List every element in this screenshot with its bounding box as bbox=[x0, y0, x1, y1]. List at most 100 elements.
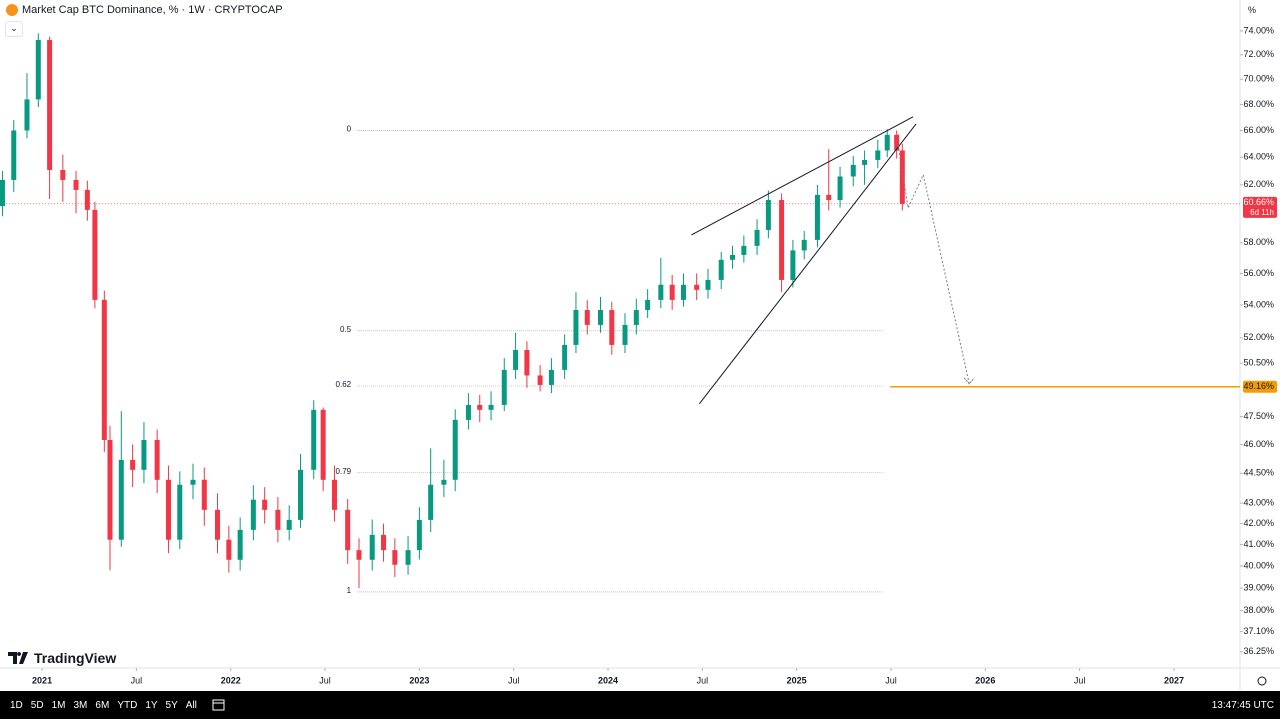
range-button[interactable]: YTD bbox=[117, 699, 138, 711]
clock: 13:47:45 UTC bbox=[1211, 700, 1274, 711]
target-label: 49.16% bbox=[1243, 381, 1274, 391]
x-tick-label: Jul bbox=[508, 675, 520, 685]
candle-body bbox=[718, 259, 724, 280]
range-button[interactable]: 5Y bbox=[165, 699, 178, 711]
candle-body bbox=[537, 375, 543, 385]
candle-body bbox=[130, 459, 136, 470]
x-tick-label: 2021 bbox=[32, 675, 52, 685]
candle-body bbox=[790, 250, 796, 280]
candle-body bbox=[754, 229, 760, 246]
y-tick-label: 58.00% bbox=[1243, 237, 1274, 247]
candle-body bbox=[201, 479, 207, 510]
candle-body bbox=[680, 284, 686, 300]
candle-body bbox=[814, 194, 820, 240]
y-tick-label: 38.00% bbox=[1243, 605, 1274, 615]
candle-body bbox=[275, 509, 281, 530]
candle-body bbox=[597, 310, 603, 325]
fib-label: 0.62 bbox=[336, 380, 352, 389]
y-tick-label: 36.25% bbox=[1243, 646, 1274, 656]
x-tick-label: 2024 bbox=[598, 675, 618, 685]
chart-title: Market Cap BTC Dominance, % · 1W · CRYPT… bbox=[22, 4, 283, 16]
y-tick-label: 50.50% bbox=[1243, 358, 1274, 368]
candle-body bbox=[101, 299, 107, 440]
projection-arrowhead bbox=[963, 377, 975, 385]
candle-body bbox=[226, 539, 232, 560]
candle-body bbox=[705, 279, 711, 290]
target-badge bbox=[1243, 380, 1277, 393]
candle-body bbox=[609, 310, 615, 345]
candle-body bbox=[850, 164, 856, 177]
calendar-icon[interactable] bbox=[209, 698, 229, 712]
candle-body bbox=[237, 529, 243, 560]
candle-body bbox=[286, 519, 292, 530]
candle-body bbox=[405, 550, 411, 565]
y-tick-label: 72.00% bbox=[1243, 49, 1274, 59]
logo: TradingView bbox=[8, 650, 116, 666]
candle-body bbox=[73, 179, 79, 190]
fib-label: 0 bbox=[347, 125, 352, 134]
x-tick-label: Jul bbox=[697, 675, 709, 685]
candle-body bbox=[488, 404, 494, 410]
candle-body bbox=[779, 199, 785, 280]
y-tick-label: 37.10% bbox=[1243, 626, 1274, 636]
candle-body bbox=[477, 404, 483, 410]
collapse-button[interactable]: ⌄ bbox=[5, 21, 23, 37]
x-tick-label: Jul bbox=[319, 675, 331, 685]
x-tick-label: 2027 bbox=[1164, 675, 1184, 685]
range-button[interactable]: All bbox=[185, 699, 197, 711]
range-button[interactable]: 3M bbox=[73, 699, 88, 711]
x-tick-label: 2023 bbox=[409, 675, 429, 685]
y-tick-label: 74.00% bbox=[1243, 25, 1274, 35]
candle-body bbox=[645, 299, 651, 311]
x-tick-label: Jul bbox=[1074, 675, 1086, 685]
candle-body bbox=[215, 509, 221, 540]
y-tick-label: 62.00% bbox=[1243, 179, 1274, 189]
candle-body bbox=[35, 39, 41, 100]
candle-body bbox=[801, 239, 807, 251]
candle-body bbox=[826, 194, 832, 200]
header: Market Cap BTC Dominance, % · 1W · CRYPT… bbox=[6, 4, 283, 16]
range-button[interactable]: 5D bbox=[30, 699, 44, 711]
candle-body bbox=[862, 159, 868, 165]
candle-body bbox=[837, 176, 843, 200]
fib-label: 0.79 bbox=[336, 467, 352, 476]
settings-icon[interactable] bbox=[1257, 676, 1267, 686]
candle-body bbox=[694, 284, 700, 290]
trendline bbox=[698, 123, 917, 405]
candle-body bbox=[107, 439, 113, 540]
range-button[interactable]: 1M bbox=[51, 699, 66, 711]
candle-body bbox=[381, 534, 387, 551]
y-tick-label: 43.00% bbox=[1243, 498, 1274, 508]
y-tick-label: 40.00% bbox=[1243, 560, 1274, 570]
candle-body bbox=[513, 349, 519, 370]
candle-body bbox=[47, 39, 53, 170]
candle-body bbox=[345, 509, 351, 551]
candle-body bbox=[622, 324, 628, 345]
candle-body bbox=[11, 130, 17, 180]
background bbox=[0, 0, 1280, 691]
x-tick-label: 2025 bbox=[787, 675, 807, 685]
range-button[interactable]: 1D bbox=[10, 699, 23, 711]
countdown-label: 6d 11h bbox=[1250, 208, 1274, 217]
fib-label: 1 bbox=[347, 586, 352, 595]
candle-body bbox=[501, 369, 507, 405]
x-tick-label: Jul bbox=[885, 675, 897, 685]
y-tick-label: 64.00% bbox=[1243, 152, 1274, 162]
candle-body bbox=[669, 284, 675, 300]
range-button[interactable]: 1Y bbox=[145, 699, 158, 711]
range-button[interactable]: 6M bbox=[95, 699, 110, 711]
y-tick-label: 70.00% bbox=[1243, 74, 1274, 84]
candle-body bbox=[741, 245, 747, 255]
candle-body bbox=[60, 169, 66, 180]
candle-body bbox=[356, 550, 362, 560]
y-tick-label: 42.00% bbox=[1243, 518, 1274, 528]
y-tick-label: 41.00% bbox=[1243, 539, 1274, 549]
footer-toolbar: 1D 5D 1M 3M 6M YTD 1Y 5Y All 13:47:45 UTC bbox=[0, 691, 1280, 719]
candle-body bbox=[562, 344, 568, 370]
scale-button[interactable]: % bbox=[1247, 5, 1256, 15]
candle-body bbox=[548, 369, 554, 385]
x-tick-label: 2026 bbox=[975, 675, 995, 685]
y-tick-label: 54.00% bbox=[1243, 299, 1274, 309]
candle-body bbox=[320, 409, 326, 480]
candle-body bbox=[154, 439, 160, 480]
